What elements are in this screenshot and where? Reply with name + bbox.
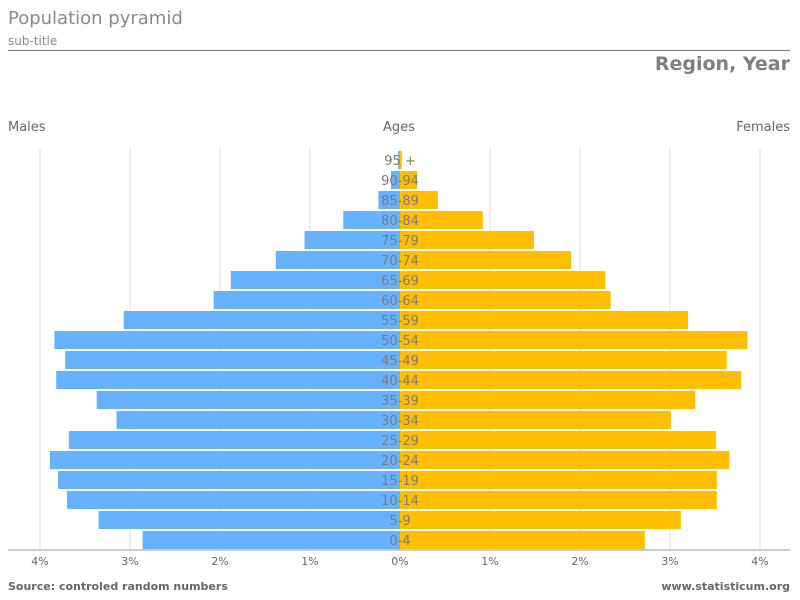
female-bar-4 [400,231,535,249]
x-tick-4: 0% [391,555,408,568]
male-bar-10 [65,351,400,369]
male-bar-2 [378,191,400,209]
male-bar-1 [391,171,400,189]
x-tick-labels: 4% 3% 2% 1% 0% 1% 2% 3% 4% [31,555,768,568]
age-label-17: 10-14 [381,494,419,509]
x-tick-3: 1% [301,555,318,568]
female-bar-19 [400,531,645,549]
age-label-11: 40-44 [381,374,419,389]
male-bar-0 [398,151,400,169]
x-tick-8: 4% [751,555,768,568]
age-label-12: 35-39 [381,394,419,409]
title-divider [8,50,790,51]
x-tick-0: 4% [31,555,48,568]
males-label: Males [8,120,46,135]
female-bar-2 [400,191,438,209]
male-bar-15 [49,451,401,469]
female-bar-14 [400,431,716,449]
age-label-1: 90-94 [381,174,419,189]
male-bar-19 [142,531,400,549]
age-label-10: 45-49 [381,354,419,369]
region-year-label: Region, Year [654,53,790,75]
female-bar-8 [400,311,688,329]
age-label-15: 20-24 [381,454,419,469]
male-bar-7 [213,291,400,309]
age-label-5: 70-74 [381,254,419,269]
male-bar-16 [58,471,400,489]
age-label-19: 0-4 [389,534,410,549]
female-bar-5 [400,251,571,269]
ages-label: Ages [383,120,415,135]
female-bar-11 [400,371,742,389]
male-bar-12 [96,391,400,409]
male-bar-8 [123,311,400,329]
male-bar-9 [54,331,401,349]
age-label-3: 80-84 [381,214,419,229]
male-bar-6 [230,271,400,289]
female-bar-15 [400,451,730,469]
age-label-18: 5-9 [389,514,410,529]
age-label-2: 85-89 [381,194,419,209]
female-bar-7 [400,291,611,309]
female-bar-13 [400,411,671,429]
female-bar-16 [400,471,717,489]
age-label-4: 75-79 [381,234,419,249]
age-label-9: 50-54 [381,334,419,349]
age-label-14: 25-29 [381,434,419,449]
female-bar-10 [400,351,727,369]
female-bar-18 [400,511,681,529]
female-bar-9 [400,331,748,349]
male-bar-3 [343,211,400,229]
male-bar-4 [304,231,400,249]
male-bar-17 [67,491,400,509]
female-bar-0 [400,151,402,169]
female-bar-1 [400,171,418,189]
x-tick-2: 2% [211,555,228,568]
male-bar-14 [68,431,401,449]
females-label: Females [736,120,790,135]
male-bar-11 [56,371,400,389]
female-bar-17 [400,491,717,509]
age-label-13: 30-34 [381,414,419,429]
site-link[interactable]: www.statisticum.org [661,580,790,593]
age-labels: 95 + 90-94 85-89 80-84 75-79 70-74 65-69 60-64 5… [381,154,419,549]
chart-title: Population pyramid [8,8,183,29]
age-label-7: 60-64 [381,294,419,309]
x-tick-5: 1% [481,555,498,568]
source-note: Source: controled random numbers [8,580,228,593]
male-bar-18 [98,511,400,529]
x-tick-7: 3% [661,555,678,568]
age-label-6: 65-69 [381,274,419,289]
female-bar-3 [400,211,483,229]
female-bar-12 [400,391,696,409]
age-label-16: 15-19 [381,474,419,489]
male-bar-13 [116,411,400,429]
x-tick-1: 3% [121,555,138,568]
male-bar-5 [275,251,400,269]
bars [49,151,748,549]
age-label-8: 55-59 [381,314,419,329]
x-tick-6: 2% [571,555,588,568]
female-bar-6 [400,271,606,289]
age-label-0: 95 + [384,154,416,169]
chart-subtitle: sub-title [8,34,58,48]
